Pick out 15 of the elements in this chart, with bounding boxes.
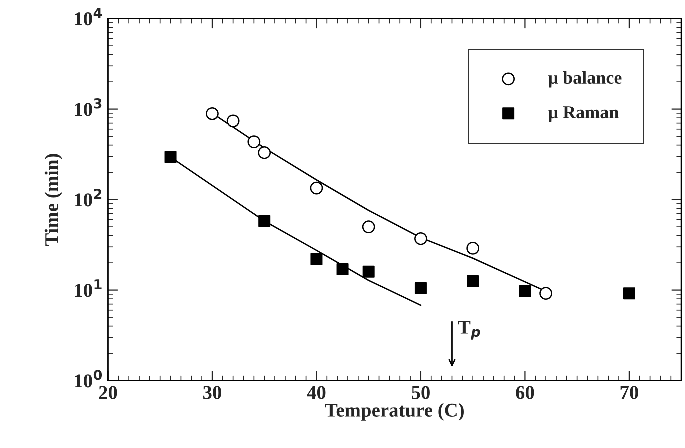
x-tick-label: 60: [516, 386, 534, 400]
y-tick-label: 10$^{3}$: [75, 98, 102, 116]
y-tick-label: 10$^{2}$: [75, 188, 102, 207]
legend-label: μ balance: [548, 71, 622, 88]
annotation: T$_{p}$: [458, 321, 480, 340]
x-tick-label: 20: [99, 386, 118, 400]
x-axis-title: Temperature (C): [325, 403, 464, 421]
y-axis-title: Time (min): [44, 154, 63, 246]
x-tick-label: 50: [412, 386, 430, 400]
y-tick-label: 10$^{1}$: [75, 280, 102, 298]
x-tick-label: 40: [307, 386, 326, 400]
x-tick-label: 70: [620, 386, 638, 400]
legend-label: μ Raman: [548, 106, 619, 122]
x-tick-label: 30: [203, 386, 222, 400]
y-tick-label: 10$^{4}$: [75, 8, 102, 26]
